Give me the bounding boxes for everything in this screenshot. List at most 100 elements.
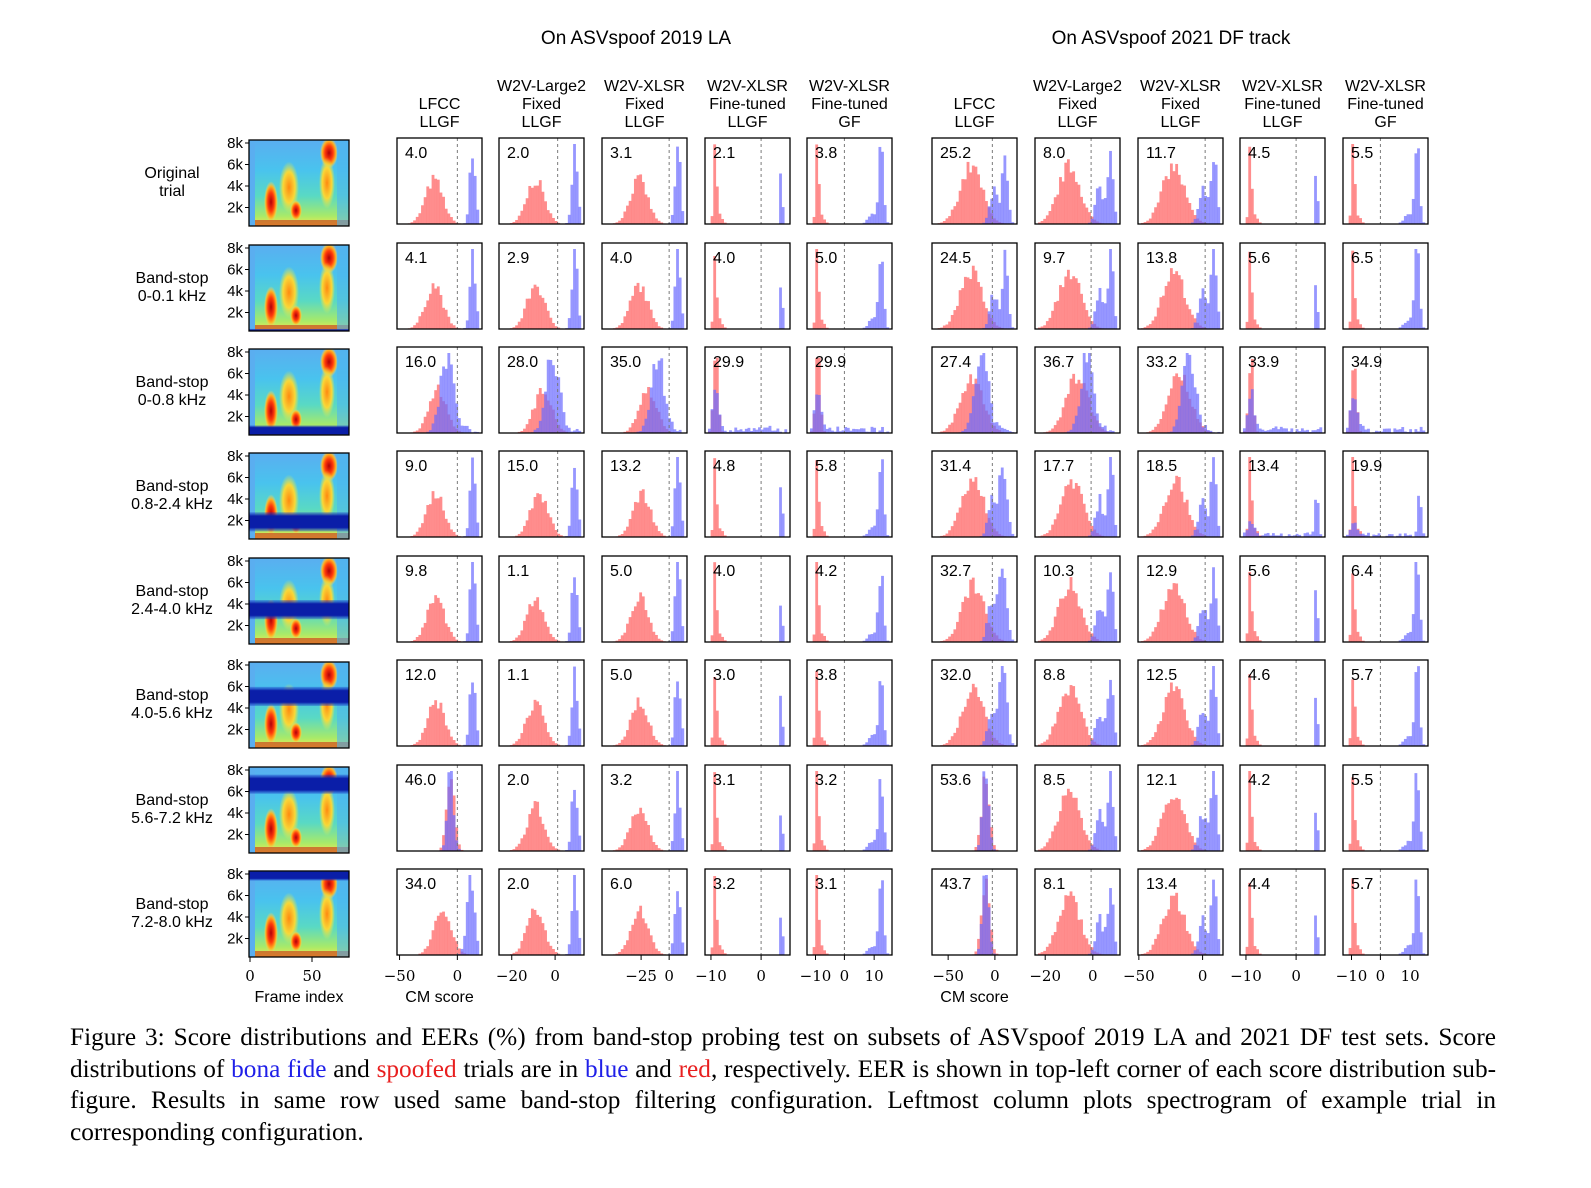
eer-label: 5.8 <box>815 458 837 475</box>
spoofed-bin <box>639 490 643 537</box>
histogram-panel: 6.5 <box>1342 242 1429 330</box>
bona-fide-bin <box>439 375 443 433</box>
spoofed-bin <box>525 520 529 537</box>
spoofed-bin <box>969 374 973 433</box>
bona-fide-bin <box>867 320 871 329</box>
spoofed-bin <box>1245 217 1249 224</box>
bona-fide-bin <box>742 431 746 433</box>
spoofed-bin <box>649 208 653 224</box>
low-band <box>249 533 349 539</box>
spoofed-bin <box>623 632 627 642</box>
bona-fide-bin <box>471 249 474 329</box>
bona-fide-bin <box>450 771 453 851</box>
panel-frame <box>601 555 688 643</box>
bona-fide-bin <box>1411 722 1415 746</box>
spoofed-bin <box>512 952 516 955</box>
spoofed-bin <box>1156 307 1160 329</box>
bona-fide-bin <box>1082 353 1086 433</box>
spoofed-bin <box>544 930 547 955</box>
bona-fide-bin <box>678 482 682 537</box>
bona-fide-bin <box>673 914 677 955</box>
spoofed-bin <box>1074 593 1078 642</box>
spoofed-bin <box>546 210 550 224</box>
spoofed-bin <box>1059 417 1062 433</box>
spoofed-bin <box>431 283 435 329</box>
spoofed-bin <box>660 849 664 851</box>
bona-fide-bin <box>844 427 848 433</box>
bona-fide-bin <box>1298 534 1302 537</box>
spoofed-bin <box>1177 689 1181 746</box>
spoofed-bin <box>1072 488 1076 537</box>
bona-fide-bin <box>1098 914 1102 955</box>
spoofed-bin <box>1077 606 1081 642</box>
spoofed-bin <box>1191 836 1194 851</box>
spoofed-bin <box>1164 915 1168 955</box>
spoofed-bin <box>815 875 819 955</box>
energy-blob <box>290 305 302 326</box>
spoofed-bin <box>1185 499 1189 537</box>
spoofed-bin <box>1048 838 1052 851</box>
bona-fide-bin <box>886 222 890 224</box>
bona-fide-bin <box>1214 598 1218 642</box>
spoofed-bin <box>1248 571 1252 642</box>
spoofed-bin <box>434 700 438 746</box>
bona-fide-bin <box>1411 614 1415 642</box>
bona-fide-bin <box>455 840 459 851</box>
spoofed-bin <box>552 322 555 329</box>
spoofed-bin <box>1175 475 1179 537</box>
spoofed-bin <box>1353 506 1357 537</box>
bona-fide-bin <box>870 734 874 746</box>
spoofed-bin <box>1072 276 1076 329</box>
spoofed-bin <box>718 528 722 537</box>
spoofed-bin <box>1248 146 1252 224</box>
spoofed-bin <box>644 820 648 851</box>
bona-fide-bin <box>476 624 480 642</box>
spoofed-bin <box>657 326 661 329</box>
bona-fide-bin <box>817 394 821 433</box>
spoofed-bin <box>618 951 621 955</box>
spoofed-bin <box>812 737 816 746</box>
bona-fide-bin <box>450 364 453 433</box>
spoofed-bin <box>620 739 624 746</box>
bona-fide-bin <box>773 430 777 433</box>
bona-fide-bin <box>552 365 555 433</box>
panel-frame <box>1034 868 1121 956</box>
column-header-line: W2V-Large2 <box>497 78 586 95</box>
eer-label: 4.4 <box>1248 876 1270 893</box>
spoofed-bin <box>820 214 824 224</box>
y-tick-label: 4k <box>227 387 243 404</box>
spoofed-bin <box>413 743 416 746</box>
spoofed-bin <box>815 460 819 537</box>
spoofed-bin <box>554 221 558 224</box>
spoofed-bin <box>655 844 658 851</box>
bona-fide-bin <box>431 423 435 433</box>
histogram-panel: 8.0 <box>1034 137 1121 225</box>
bona-fide-bin <box>573 666 576 746</box>
bona-fide-bin <box>1090 636 1094 642</box>
spoofed-bin <box>431 930 435 955</box>
eer-label: 32.0 <box>940 667 971 684</box>
spoofed-bin <box>1156 522 1160 537</box>
spoofed-bin <box>444 518 448 537</box>
spoofed-bin <box>1045 635 1049 642</box>
histogram-panel: 4.0 <box>601 242 688 330</box>
spoofed-bin <box>423 948 427 955</box>
spoofed-bin <box>1053 197 1057 224</box>
histogram-panel: 4.8 <box>704 450 791 538</box>
bona-fide-bin <box>1101 721 1105 746</box>
bona-fide-bin <box>570 431 574 433</box>
spoofed-bin <box>1253 735 1257 746</box>
bona-fide-bin <box>992 186 996 224</box>
spoofed-bin <box>434 178 438 224</box>
edge <box>249 453 255 539</box>
histogram-panel: 34.9 <box>1342 346 1429 434</box>
spoofed-bin <box>628 930 632 955</box>
histogram-panel: 43.7 <box>931 868 1018 956</box>
spoofed-bin <box>1088 840 1091 851</box>
spoofed-bin <box>723 535 727 537</box>
bona-fide-bin <box>1093 941 1097 955</box>
spoofed-bin <box>982 301 986 329</box>
spoofed-bin <box>1064 895 1068 955</box>
spoofed-bin <box>410 327 414 329</box>
bona-fide-bin <box>1419 727 1423 746</box>
